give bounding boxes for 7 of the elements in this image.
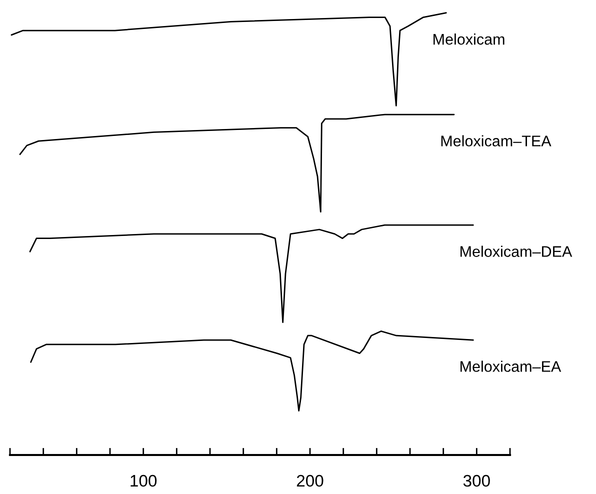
series-label: Meloxicam–TEA	[441, 135, 552, 146]
x-tick-label: 100	[130, 474, 157, 487]
x-tick-label: 300	[463, 474, 490, 487]
series-label: Meloxicam–DEA	[460, 246, 572, 257]
series-label: Meloxicam	[434, 34, 504, 45]
x-tick-label: 200	[296, 474, 324, 487]
series-label: Meloxicam–EA	[460, 360, 562, 372]
